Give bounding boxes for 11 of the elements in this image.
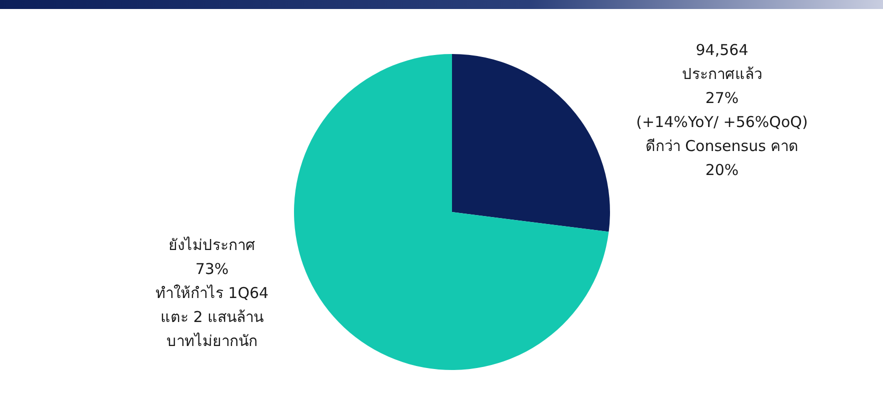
data-label: 73%: [195, 260, 229, 278]
text: ดีกว่า Consensus คาด: [645, 137, 799, 155]
text: ทำให้กำไร 1Q64: [155, 284, 269, 302]
slice-label: ประกาศแล้ว: [682, 65, 762, 83]
text: 20%: [705, 161, 739, 179]
text: (+14%YoY/ +56%QoQ): [636, 113, 808, 131]
slice-label: ยังไม่ประกาศ: [168, 236, 256, 254]
text: บาทไม่ยากนัก: [166, 332, 258, 350]
text: แตะ 2 แสนล้าน: [160, 308, 264, 326]
text: 94,564: [696, 41, 748, 59]
data-label: 27%: [705, 89, 739, 107]
